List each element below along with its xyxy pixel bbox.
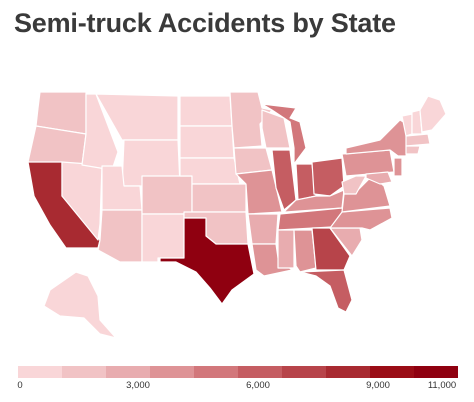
state-MN[interactable] — [229, 91, 273, 149]
state-WV[interactable] — [341, 175, 367, 195]
legend-segment — [370, 366, 414, 378]
state-IL[interactable] — [271, 149, 297, 211]
color-scale-legend — [18, 366, 458, 378]
legend-segment — [62, 366, 106, 378]
state-NJ[interactable] — [393, 157, 403, 177]
legend-segment — [238, 366, 282, 378]
state-ME[interactable] — [419, 95, 447, 133]
legend-tick-label: 3,000 — [126, 380, 150, 391]
state-OH[interactable] — [311, 157, 345, 197]
state-AK[interactable] — [43, 271, 117, 339]
state-AR[interactable] — [247, 213, 279, 245]
map-title: Semi-truck Accidents by State — [14, 8, 396, 38]
state-WI[interactable] — [261, 109, 291, 149]
legend-ticks: 0 3,000 6,000 9,000 11,000 — [0, 380, 474, 396]
state-MA[interactable] — [405, 133, 431, 147]
state-GA[interactable] — [311, 227, 351, 271]
state-KS[interactable] — [191, 183, 247, 213]
legend-segment — [106, 366, 150, 378]
state-AL[interactable] — [293, 229, 317, 273]
state-AZ[interactable] — [97, 209, 143, 263]
state-NY[interactable] — [345, 119, 411, 157]
legend-segment — [326, 366, 370, 378]
legend-segment — [150, 366, 194, 378]
legend-tick-label: 6,000 — [246, 380, 270, 391]
legend-segment — [282, 366, 326, 378]
legend-segment — [414, 366, 458, 378]
legend-segment — [194, 366, 238, 378]
state-CO[interactable] — [141, 175, 193, 215]
state-NC[interactable] — [329, 207, 393, 231]
state-MS[interactable] — [277, 229, 295, 269]
state-NM[interactable] — [141, 213, 185, 263]
legend-tick-label: 0 — [17, 380, 23, 391]
state-MO[interactable] — [235, 169, 283, 215]
us-choropleth-map — [27, 91, 447, 339]
state-TX[interactable] — [159, 217, 255, 305]
state-MD[interactable] — [365, 171, 393, 185]
state-SD[interactable] — [179, 125, 235, 159]
state-ND[interactable] — [179, 95, 233, 127]
legend-tick-label: 9,000 — [366, 380, 390, 391]
state-CT[interactable] — [405, 145, 421, 155]
legend-tick-label: 11,000 — [427, 380, 457, 391]
state-KY[interactable] — [283, 189, 345, 213]
legend-segment — [18, 366, 62, 378]
state-FL[interactable] — [299, 269, 353, 313]
state-MI[interactable] — [261, 103, 307, 165]
